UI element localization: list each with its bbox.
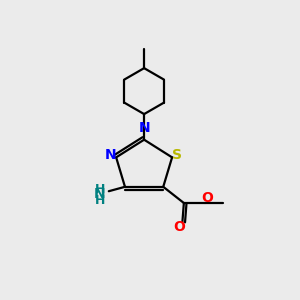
Text: N: N <box>105 148 117 162</box>
Text: O: O <box>173 220 185 234</box>
Text: H: H <box>95 194 105 207</box>
Text: O: O <box>202 191 213 205</box>
Text: N: N <box>94 187 106 201</box>
Text: N: N <box>138 121 150 135</box>
Text: S: S <box>172 148 182 162</box>
Text: H: H <box>95 183 105 196</box>
